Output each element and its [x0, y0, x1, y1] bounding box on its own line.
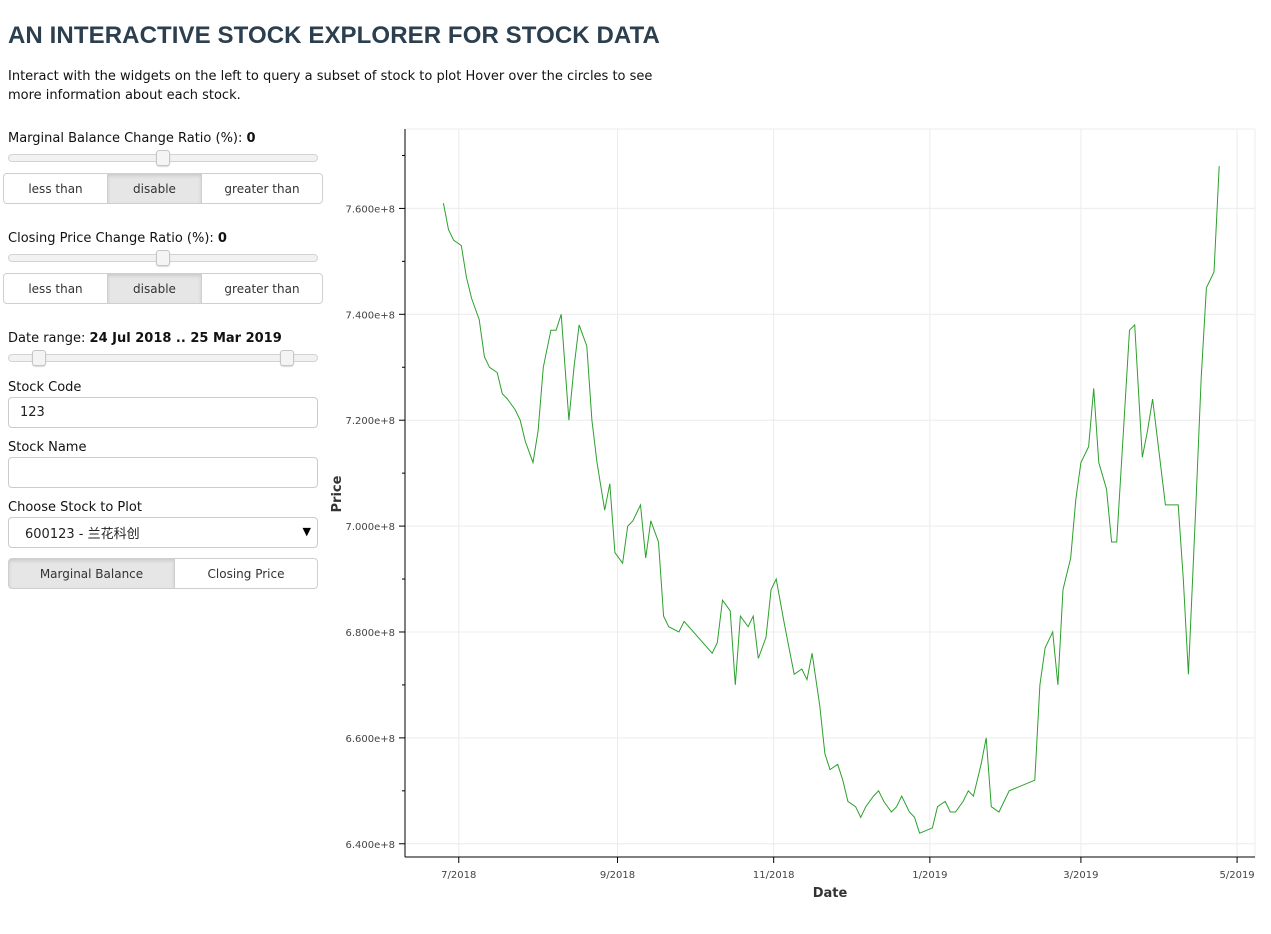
marginal-ratio-value: 0 — [246, 131, 256, 146]
page-description: Interact with the widgets on the left to… — [8, 69, 653, 103]
y-tick-label: 7.200e+8 — [345, 416, 395, 427]
date-range-slider[interactable] — [8, 350, 318, 366]
closing-filter-disable-button[interactable]: disable — [107, 273, 202, 304]
stock-code-label: Stock Code — [8, 380, 82, 395]
marginal-ratio-label-text: Marginal Balance Change Ratio (%): — [8, 131, 247, 146]
closing-filter-greater-than-button[interactable]: greater than — [201, 273, 323, 304]
stock-name-input[interactable] — [8, 457, 318, 488]
x-tick-label: 1/2019 — [912, 870, 947, 881]
x-tick-label: 7/2018 — [441, 870, 476, 881]
page-title: AN INTERACTIVE STOCK EXPLORER FOR STOCK … — [8, 22, 660, 49]
closing-ratio-label: Closing Price Change Ratio (%): 0 — [8, 231, 227, 246]
dropdown-caret-icon: ▼ — [302, 525, 311, 538]
y-tick-label: 7.400e+8 — [345, 310, 395, 321]
marginal-filter-less-than-button[interactable]: less than — [3, 173, 108, 204]
plot-area — [404, 128, 1256, 858]
date-range-value: 24 Jul 2018 .. 25 Mar 2019 — [89, 331, 282, 346]
price-series-line — [442, 166, 1220, 834]
stock-name-label: Stock Name — [8, 440, 87, 455]
x-tick-label: 5/2019 — [1219, 870, 1254, 881]
date-range-end-handle[interactable] — [280, 350, 295, 366]
closing-ratio-value: 0 — [217, 231, 227, 246]
plot-type-button-group: Marginal Balance Closing Price — [8, 558, 318, 589]
x-axis-label: Date — [813, 886, 848, 901]
marginal-filter-disable-button[interactable]: disable — [107, 173, 202, 204]
choose-stock-label: Choose Stock to Plot — [8, 500, 142, 515]
date-range-label: Date range: 24 Jul 2018 .. 25 Mar 2019 — [8, 331, 282, 346]
marginal-filter-greater-than-button[interactable]: greater than — [201, 173, 323, 204]
closing-ratio-label-text: Closing Price Change Ratio (%): — [8, 231, 218, 246]
choose-stock-select[interactable]: 600123 - 兰花科创 ▼ — [8, 517, 318, 548]
y-tick-label: 6.800e+8 — [345, 628, 395, 639]
marginal-ratio-slider-handle[interactable] — [156, 150, 170, 166]
closing-filter-button-group: less than disable greater than — [3, 273, 323, 304]
marginal-filter-button-group: less than disable greater than — [3, 173, 323, 204]
date-range-start-handle[interactable] — [31, 350, 46, 366]
closing-ratio-slider[interactable] — [8, 250, 318, 266]
closing-filter-less-than-button[interactable]: less than — [3, 273, 108, 304]
y-tick-label: 7.000e+8 — [345, 522, 395, 533]
date-range-label-text: Date range: — [8, 331, 90, 346]
y-tick-label: 6.400e+8 — [345, 840, 395, 851]
y-axis-label: Price — [330, 475, 345, 512]
x-tick-label: 9/2018 — [600, 870, 635, 881]
closing-ratio-slider-handle[interactable] — [156, 250, 170, 266]
stock-code-input[interactable] — [8, 397, 318, 428]
marginal-ratio-label: Marginal Balance Change Ratio (%): 0 — [8, 131, 256, 146]
closing-price-button[interactable]: Closing Price — [174, 558, 318, 589]
x-tick-label: 3/2019 — [1063, 870, 1098, 881]
y-tick-label: 7.600e+8 — [345, 204, 395, 215]
choose-stock-selected-value: 600123 - 兰花科创 — [25, 527, 140, 542]
x-tick-label: 11/2018 — [753, 870, 795, 881]
marginal-ratio-slider[interactable] — [8, 150, 318, 166]
marginal-balance-button[interactable]: Marginal Balance — [8, 558, 175, 589]
y-tick-label: 6.600e+8 — [345, 734, 395, 745]
